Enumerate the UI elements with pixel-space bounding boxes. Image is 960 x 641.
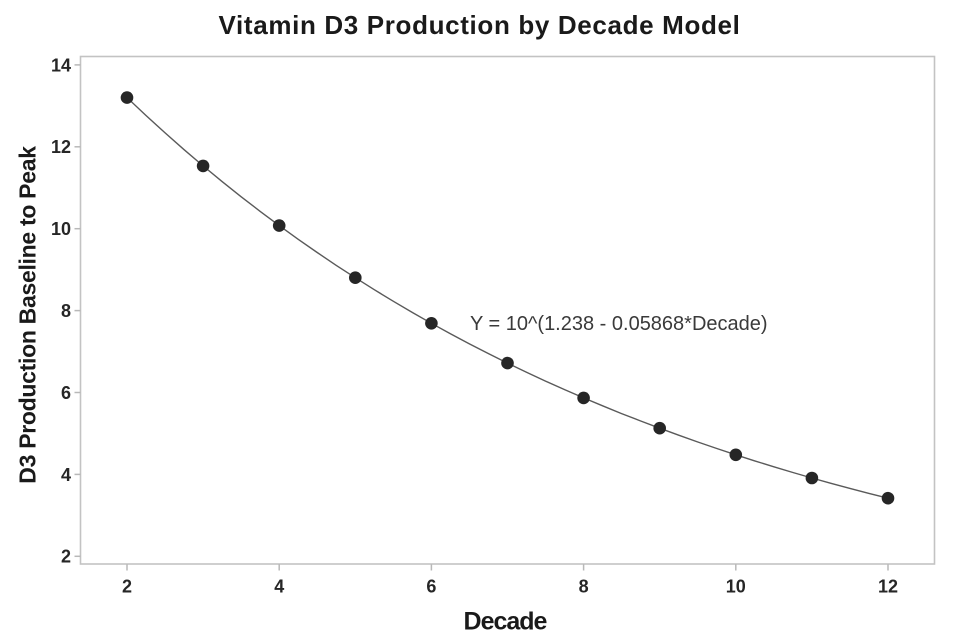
svg-text:6: 6 [426,577,436,597]
svg-text:8: 8 [61,301,71,321]
svg-text:4: 4 [274,577,284,597]
svg-text:2: 2 [61,547,71,567]
svg-text:12: 12 [51,137,71,157]
svg-text:10: 10 [51,219,71,239]
svg-text:4: 4 [61,465,71,485]
svg-text:6: 6 [61,383,71,403]
svg-text:2: 2 [122,577,132,597]
svg-text:14: 14 [51,55,71,75]
svg-text:Decade: Decade [464,608,548,636]
svg-text:8: 8 [579,577,589,597]
svg-text:D3 Production Baseline to Peak: D3 Production Baseline to Peak [15,146,41,484]
svg-text:Y = 10^(1.238 - 0.05868*Decade: Y = 10^(1.238 - 0.05868*Decade) [470,313,768,335]
svg-text:10: 10 [726,577,746,597]
svg-text:12: 12 [878,577,898,597]
svg-text:Vitamin D3 Production by Decad: Vitamin D3 Production by Decade Model [219,10,741,40]
